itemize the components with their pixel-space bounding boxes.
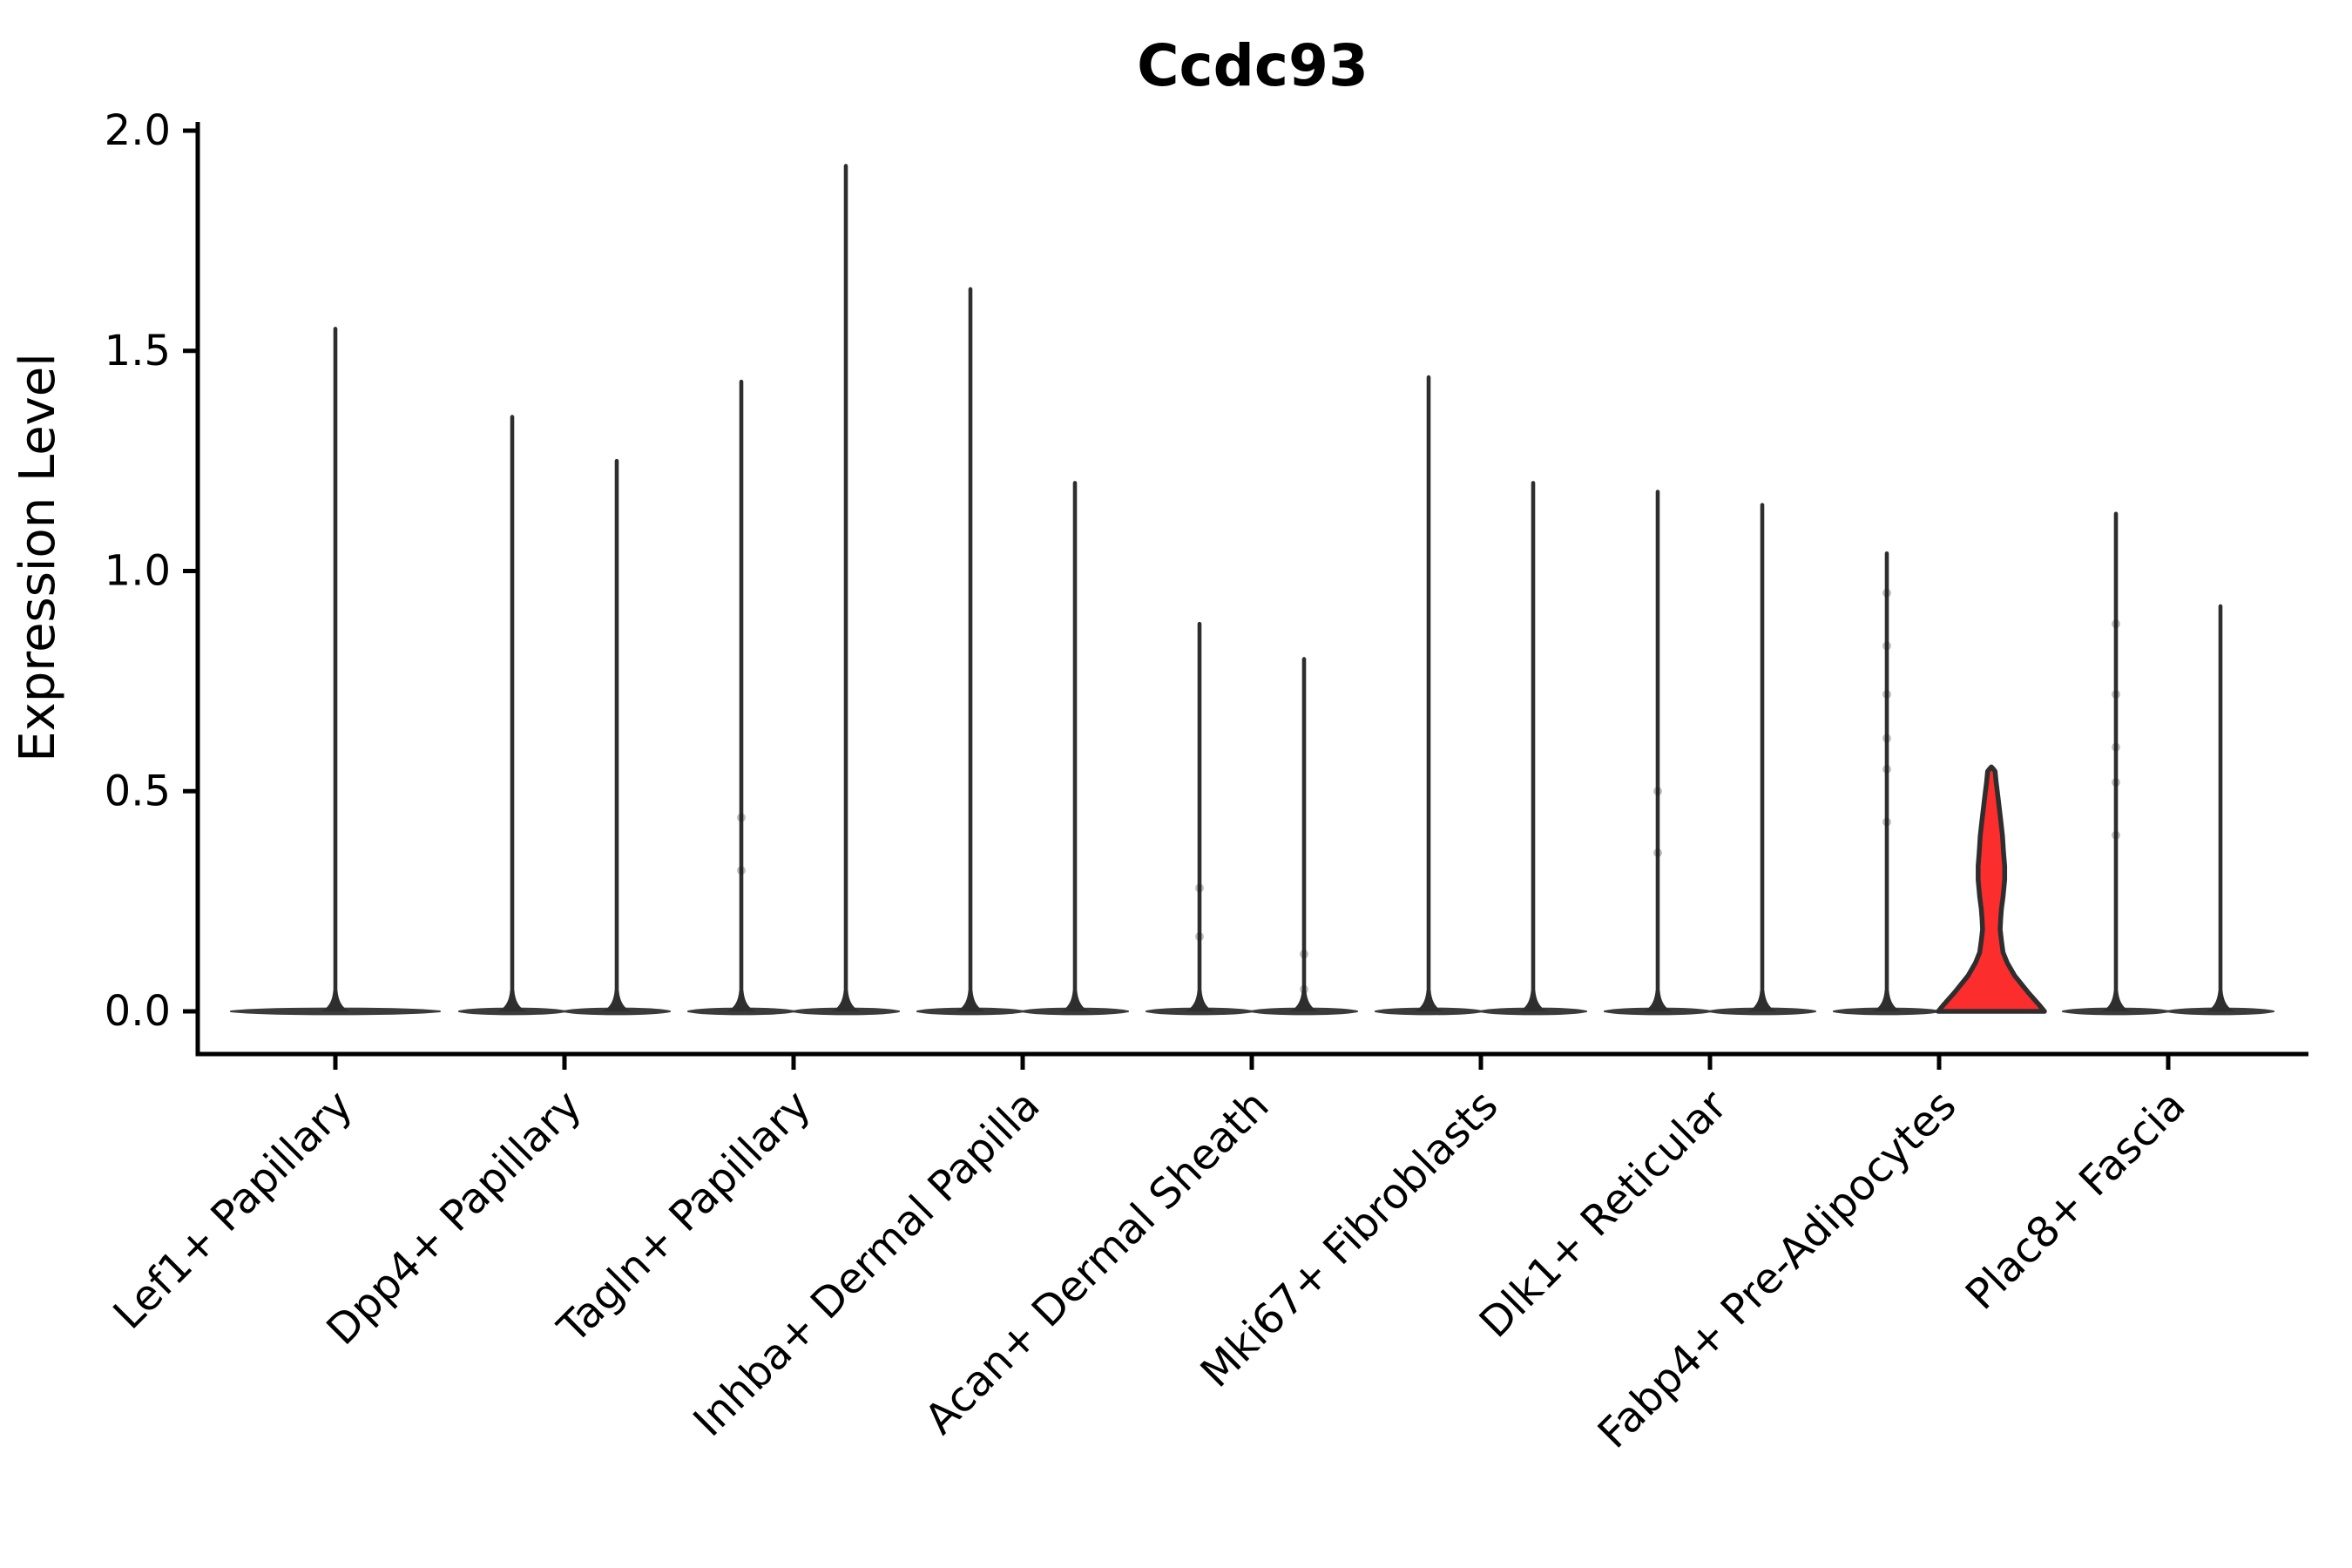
- y-tick-label: 1.5: [105, 327, 171, 375]
- jitter-point: [2112, 690, 2120, 700]
- jitter-point: [1653, 787, 1662, 796]
- x-tick-label: Dpp4+ Papillary: [317, 1081, 591, 1355]
- y-axis-label: Expression Level: [10, 353, 66, 762]
- jitter-point: [1882, 690, 1891, 700]
- jitter-point: [1300, 950, 1308, 959]
- violin-filled-highlight: [1936, 764, 2047, 1014]
- jitter-point: [737, 813, 746, 822]
- jitter-point: [2112, 778, 2120, 787]
- jitter-point: [2112, 742, 2120, 752]
- chart-title: Ccdc93: [1137, 32, 1369, 99]
- jitter-point: [1882, 817, 1891, 827]
- x-tick-label: Lef1+ Papillary: [105, 1081, 362, 1339]
- jitter-point: [1653, 848, 1662, 858]
- x-tick-label: Dlk1+ Reticular: [1470, 1081, 1737, 1348]
- jitter-point: [1300, 984, 1308, 994]
- jitter-point: [737, 866, 746, 875]
- jitter-point: [2112, 619, 2120, 629]
- x-tick-label: Plac8+ Fascia: [1957, 1081, 2195, 1320]
- jitter-point: [1882, 764, 1891, 774]
- jitter-point: [1882, 641, 1891, 651]
- y-tick-label: 1.0: [105, 547, 171, 596]
- jitter-point: [2112, 830, 2120, 840]
- x-tick-label: Tagln+ Papillary: [548, 1081, 820, 1353]
- y-tick-label: 0.5: [105, 767, 171, 815]
- jitter-point: [1882, 588, 1891, 598]
- jitter-point: [1195, 932, 1204, 942]
- y-tick-label: 0.0: [105, 987, 171, 1036]
- violins-layer: [230, 164, 2274, 1016]
- y-tick-label: 2.0: [105, 106, 171, 155]
- jitter-point: [1882, 733, 1891, 743]
- jitter-point: [1195, 883, 1204, 893]
